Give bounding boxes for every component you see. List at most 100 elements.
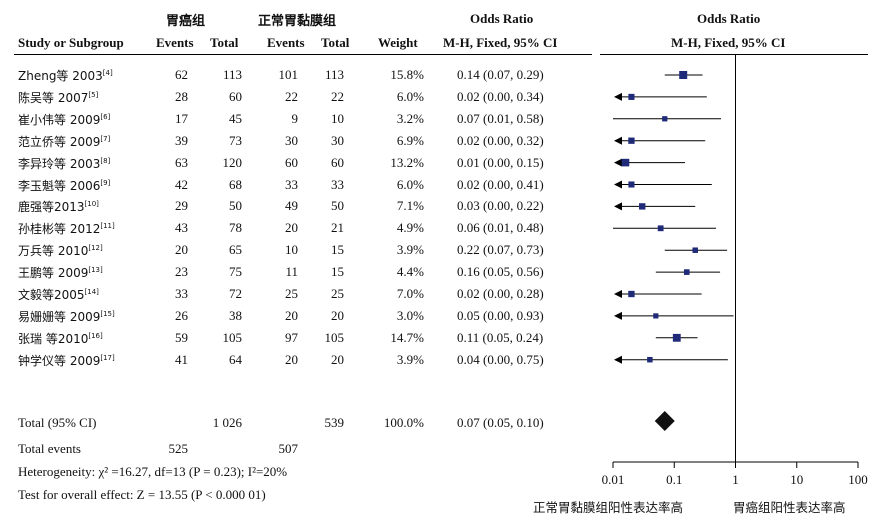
study-total2: 10	[331, 111, 344, 126]
events2-column-header: Events	[267, 35, 305, 50]
study-ci: 0.02 (0.00, 0.34)	[457, 89, 544, 104]
study-events1: 42	[175, 177, 188, 192]
study-total1: 75	[229, 264, 242, 279]
study-events2: 33	[285, 177, 298, 192]
point-estimate-marker	[628, 290, 635, 298]
events1-column-header: Events	[156, 35, 194, 50]
study-total1: 65	[229, 242, 242, 257]
plot-header-rule	[600, 54, 868, 55]
study-events2: 20	[285, 220, 298, 235]
point-estimate-marker	[628, 181, 635, 188]
study-name-text: 张瑞 等2010	[18, 332, 89, 346]
x-axis-tick-label: 0.01	[602, 472, 625, 487]
ci-arrow	[614, 136, 622, 145]
study-name-text: 陈吴等 2007	[18, 91, 89, 105]
study-events1: 41	[175, 352, 188, 367]
study-reference: [14]	[84, 288, 99, 296]
group1-header: 胃癌组	[166, 14, 206, 29]
study-name: 鹿强等2013[10]	[18, 198, 99, 215]
study-events2: 49	[285, 198, 298, 213]
study-weight: 4.4%	[396, 264, 424, 279]
point-estimate-marker	[653, 313, 659, 319]
study-total2: 20	[331, 352, 344, 367]
ci-arrow	[614, 158, 622, 167]
study-total1: 60	[229, 89, 242, 104]
study-weight: 3.0%	[396, 308, 424, 323]
total-events-label: Total events	[18, 441, 81, 456]
study-weight: 4.9%	[396, 220, 424, 235]
study-name-text: 孙桂彬等 2012	[18, 222, 101, 236]
or-column-header: Odds Ratio	[470, 11, 534, 26]
study-reference: [5]	[88, 91, 99, 99]
study-weight: 3.9%	[396, 242, 424, 257]
study-name-text: 易姗姗等 2009	[18, 310, 101, 324]
study-total2: 20	[331, 308, 344, 323]
study-total2: 105	[324, 330, 345, 345]
study-ci: 0.16 (0.05, 0.56)	[457, 264, 544, 279]
study-name: 李玉魁等 2006[9]	[18, 177, 110, 194]
study-total1: 72	[229, 286, 242, 301]
study-name-text: 万兵等 2010	[18, 244, 89, 258]
summary-diamond	[654, 411, 675, 431]
study-ci: 0.03 (0.00, 0.22)	[457, 198, 544, 213]
point-estimate-marker	[683, 269, 690, 275]
study-total1: 68	[229, 177, 242, 192]
study-name: 陈吴等 2007[5]	[18, 89, 98, 106]
heterogeneity-text: Heterogeneity: χ² =16.27, df=13 (P = 0.2…	[18, 464, 288, 479]
study-total1: 78	[229, 220, 242, 235]
study-total2: 15	[331, 264, 344, 279]
point-estimate-marker	[621, 158, 630, 167]
study-total2: 15	[331, 242, 344, 257]
study-ci: 0.04 (0.00, 0.75)	[457, 352, 544, 367]
study-reference: [17]	[100, 354, 115, 362]
study-ci: 0.05 (0.00, 0.93)	[457, 308, 544, 323]
study-weight: 7.1%	[396, 198, 424, 213]
ci-arrow	[614, 202, 622, 211]
study-weight: 3.9%	[396, 352, 424, 367]
ci-arrow	[614, 92, 622, 101]
total-row-total2: 539	[324, 415, 345, 430]
point-estimate-marker	[679, 71, 688, 79]
study-total1: 64	[229, 352, 242, 367]
study-reference: [6]	[100, 113, 111, 121]
study-name-text: 范立侨等 2009	[18, 135, 101, 149]
study-reference: [7]	[100, 135, 111, 143]
header-rule	[14, 54, 592, 55]
group2-header: 正常胃黏膜组	[258, 14, 337, 29]
ci-arrow	[614, 290, 622, 298]
study-name: 钟学仪等 2009[17]	[18, 352, 115, 369]
study-name: 范立侨等 2009[7]	[18, 133, 110, 150]
study-ci: 0.02 (0.00, 0.32)	[457, 133, 544, 148]
study-events2: 20	[285, 352, 298, 367]
study-events1: 43	[175, 220, 188, 235]
total-events-group2: 507	[278, 441, 299, 456]
study-total1: 38	[229, 308, 242, 323]
point-estimate-marker	[628, 137, 635, 144]
study-ci: 0.22 (0.07, 0.73)	[457, 242, 544, 257]
study-reference: [4]	[102, 69, 113, 77]
weight-column-header: Weight	[378, 35, 418, 50]
study-reference: [9]	[100, 179, 111, 187]
study-reference: [16]	[88, 332, 103, 340]
x-axis-tick-label: 10	[790, 472, 803, 487]
study-total2: 21	[331, 220, 344, 235]
study-total1: 73	[229, 133, 242, 148]
study-name-text: 钟学仪等 2009	[18, 354, 101, 368]
study-events2: 20	[285, 308, 298, 323]
study-weight: 6.0%	[396, 89, 424, 104]
study-name-text: 崔小伟等 2009	[18, 113, 101, 127]
total-row-ci: 0.07 (0.05, 0.10)	[457, 415, 544, 430]
plot-method-header: M-H, Fixed, 95% CI	[671, 35, 786, 50]
study-total1: 105	[222, 330, 243, 345]
study-total1: 50	[229, 198, 242, 213]
study-events2: 101	[278, 67, 299, 82]
x-axis-tick-label: 1	[732, 472, 739, 487]
study-events2: 60	[285, 155, 298, 170]
ci-arrow	[614, 311, 622, 320]
study-events2: 11	[285, 264, 298, 279]
study-total1: 120	[222, 155, 243, 170]
x-axis-tick-label: 0.1	[666, 472, 682, 487]
study-total2: 50	[331, 198, 344, 213]
point-estimate-marker	[657, 225, 664, 232]
study-events2: 25	[285, 286, 298, 301]
